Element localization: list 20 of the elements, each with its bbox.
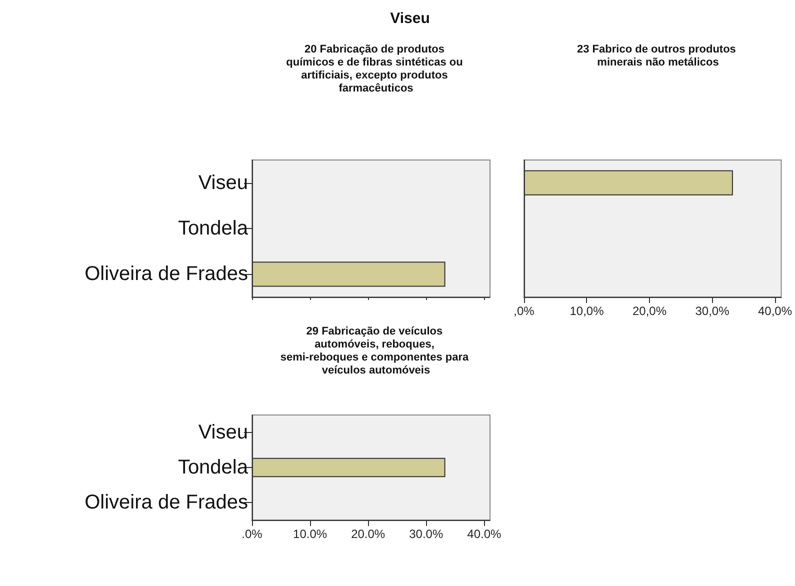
x-tick-label: ,0% — [514, 304, 535, 318]
y-tick-label: Viseu — [198, 422, 248, 444]
x-tick-label: 40,0% — [758, 304, 792, 318]
chart-title: 29 Fabricação de veículos automóveis, reboques, semi-reboques e componentes para veículos automóveis — [280, 326, 472, 376]
chart-title: 23 Fabrico de outros produtos minerais não metálicos — [577, 44, 739, 68]
x-tick-label: 20.0% — [351, 527, 386, 541]
y-tick-label: Viseu — [198, 172, 248, 194]
x-tick-label: 10.0% — [293, 527, 328, 541]
y-tick-label: Tondela — [178, 456, 249, 478]
x-tick-label: 30,0% — [695, 304, 730, 318]
x-tick-label: 20,0% — [632, 304, 667, 318]
chart-title: Viseu — [390, 10, 430, 27]
chart-subtitle: 20 Fabricação de produtos químicos e de fibras sintéticas ou artificiais, excepto produtos farmacêuticos — [286, 44, 466, 94]
x-tick-label: 40.0% — [467, 527, 502, 541]
x-tick-label: 10,0% — [570, 304, 604, 318]
y-tick-label: Oliveira de Frades — [84, 492, 248, 514]
x-tick-label: .0% — [242, 527, 263, 541]
y-tick-label: Oliveira de Frades — [84, 263, 248, 286]
y-tick-label: Tondela — [178, 218, 249, 240]
x-tick-label: 30.0% — [409, 527, 444, 541]
